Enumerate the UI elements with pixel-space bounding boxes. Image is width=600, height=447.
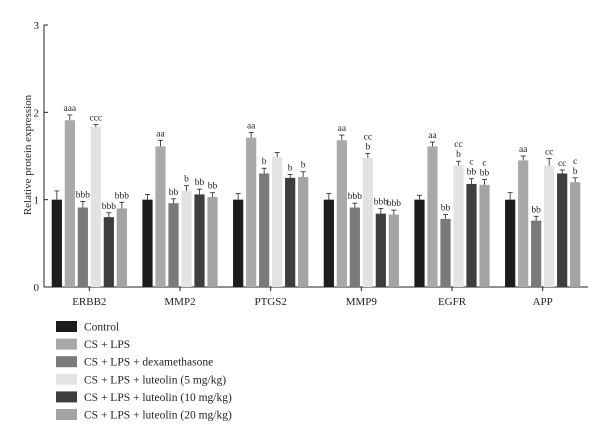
bar <box>116 208 127 287</box>
bar <box>427 146 438 287</box>
bar <box>388 214 399 287</box>
significance-label: bb <box>208 182 218 192</box>
y-tick-label: 1 <box>34 195 40 207</box>
significance-label: b <box>262 157 267 167</box>
bar <box>233 199 244 287</box>
bar <box>518 160 529 287</box>
significance-label: cc <box>454 140 462 150</box>
legend: Control CS + LPS CS + LPS + dexamethasone C… <box>56 321 232 422</box>
y-tick-label: 0 <box>34 282 40 294</box>
significance-label: bbb <box>102 202 117 212</box>
bar <box>168 203 179 287</box>
bar <box>453 165 464 287</box>
bar <box>51 199 62 287</box>
significance-label: aa <box>428 131 437 141</box>
bar <box>336 140 347 287</box>
bar <box>440 218 451 287</box>
significance-label: b <box>288 163 293 173</box>
bar <box>272 156 283 287</box>
significance-label: bb <box>169 188 179 198</box>
bar <box>362 157 373 287</box>
significance-label: ccc <box>90 114 103 124</box>
bar <box>375 213 386 287</box>
y-tick-label: 3 <box>34 20 40 32</box>
significance-label: c <box>482 159 486 169</box>
significance-label: c <box>573 157 577 167</box>
legend-entry: CS + LPS + luteolin (5 mg/kg) <box>84 374 226 386</box>
bar <box>142 199 153 287</box>
legend-entry: CS + LPS + luteolin (20 mg/kg) <box>84 410 232 422</box>
bar <box>414 199 425 287</box>
significance-label: bbb <box>115 191 130 201</box>
bar <box>323 199 334 287</box>
significance-label: cc <box>558 159 566 169</box>
legend-entry: CS + LPS + dexamethasone <box>84 357 213 369</box>
significance-label: cc <box>545 148 553 158</box>
legend-swatch <box>56 409 77 420</box>
significance-label: bbb <box>348 192 363 202</box>
bar <box>103 217 114 287</box>
significance-label: bbb <box>374 197 389 207</box>
significance-label: aa <box>519 145 528 155</box>
bar <box>349 207 360 287</box>
significance-label: aa <box>247 121 256 131</box>
y-axis-label: Relative protein expression <box>22 94 34 215</box>
bar <box>64 120 75 288</box>
bar <box>570 182 581 287</box>
bar <box>77 207 88 287</box>
category-label: MMP2 <box>164 296 195 308</box>
bar <box>544 165 555 287</box>
significance-label: b <box>184 175 189 185</box>
significance-label: bb <box>531 205 541 215</box>
significance-label: bb <box>467 168 477 178</box>
significance-label: aa <box>338 124 347 134</box>
bar <box>285 177 296 287</box>
significance-label: b <box>301 161 306 171</box>
significance-label: aaa <box>64 104 77 114</box>
category-label: PTGS2 <box>254 296 286 308</box>
bar <box>207 197 218 287</box>
bar <box>557 173 568 287</box>
legend-swatch <box>56 391 77 403</box>
significance-label: aa <box>156 129 165 139</box>
significance-label: bb <box>480 169 490 179</box>
significance-label: cc <box>364 132 372 142</box>
y-tick-label: 2 <box>34 107 40 119</box>
significance-label: c <box>469 158 473 168</box>
legend-entry: CS + LPS <box>84 339 130 351</box>
bar <box>259 173 270 287</box>
bar <box>466 183 477 287</box>
bar <box>194 194 205 287</box>
bar <box>531 220 542 287</box>
significance-label: bbb <box>387 199 402 209</box>
legend-entry: CS + LPS + luteolin (10 mg/kg) <box>84 392 232 404</box>
bar <box>298 176 309 287</box>
bar <box>479 184 490 287</box>
category-label: ERBB2 <box>72 296 106 308</box>
category-label: APP <box>533 296 553 308</box>
bar <box>90 127 101 288</box>
significance-label: bb <box>441 204 451 214</box>
category-label: EGFR <box>438 296 467 308</box>
axes: 0 1 2 3 ERBB2 MMP2 PTGS2 MMP9 EGFR APP <box>34 20 588 308</box>
bar <box>155 146 166 287</box>
category-label: MMP9 <box>346 296 378 308</box>
legend-swatch <box>56 356 77 368</box>
bar <box>505 199 516 287</box>
significance-label: b <box>365 142 370 152</box>
significance-label: b <box>573 167 578 177</box>
bar <box>246 137 257 287</box>
legend-swatch <box>56 321 77 332</box>
legend-swatch <box>56 373 77 385</box>
bar <box>181 190 192 287</box>
bars-layer <box>51 114 581 288</box>
significance-label: b <box>456 150 461 160</box>
significance-label: bbb <box>76 190 91 200</box>
significance-label: bb <box>195 178 205 188</box>
legend-swatch <box>56 338 77 350</box>
legend-entry: Control <box>84 322 119 334</box>
